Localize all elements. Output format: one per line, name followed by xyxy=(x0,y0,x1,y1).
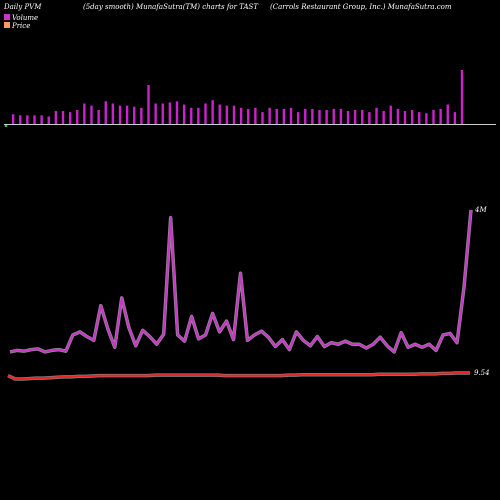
volume-bar xyxy=(47,116,50,124)
volume-bar xyxy=(26,115,29,124)
volume-bar xyxy=(339,108,343,124)
volume-bar xyxy=(311,108,314,124)
header-center: (5day smooth) MunafaSutra(TM) charts for… xyxy=(83,3,259,11)
volume-bar xyxy=(375,107,378,124)
volume-bar xyxy=(83,103,86,124)
legend-price-swatch xyxy=(4,22,10,28)
volume-bar xyxy=(61,111,65,124)
volume-bar xyxy=(254,107,257,124)
volume-bar xyxy=(33,115,36,124)
volume-bar xyxy=(111,103,115,124)
volume-bar xyxy=(204,103,207,124)
volume-bar xyxy=(453,112,457,124)
volume-bar xyxy=(296,112,300,124)
volume-bar xyxy=(389,105,392,124)
volume-bar xyxy=(304,108,307,124)
pvm-end-label: 4M xyxy=(474,206,487,214)
volume-bar xyxy=(446,104,449,124)
volume-bar xyxy=(439,108,442,124)
volume-bar xyxy=(225,105,229,124)
volume-bar xyxy=(403,111,407,124)
volume-bar xyxy=(90,105,93,124)
volume-bar xyxy=(168,102,172,124)
volume-bar xyxy=(104,101,107,124)
volume-bar xyxy=(289,107,293,124)
volume-bar xyxy=(40,115,43,124)
volume-bar xyxy=(175,101,179,124)
price-end-label: 9.54 xyxy=(474,369,490,377)
price-line xyxy=(7,372,470,380)
volume-bar xyxy=(182,104,186,124)
volume-bar xyxy=(275,108,278,124)
volume-bar xyxy=(76,109,79,124)
volume-bar xyxy=(4,124,8,127)
volume-bar xyxy=(247,108,250,124)
volume-bar xyxy=(410,109,414,124)
volume-bar xyxy=(282,108,286,124)
volume-bar xyxy=(133,106,136,124)
volume-bar xyxy=(261,112,264,124)
volume-bars xyxy=(4,70,464,127)
volume-bar xyxy=(197,107,200,124)
volume-bar xyxy=(154,103,157,124)
volume-bar xyxy=(425,113,428,124)
volume-bar xyxy=(68,112,72,124)
legend-price-label: Price xyxy=(11,22,30,30)
volume-bar xyxy=(418,112,421,124)
volume-bar xyxy=(161,103,164,124)
volume-bar xyxy=(353,109,357,124)
pvm-line-group xyxy=(9,209,473,354)
volume-bar xyxy=(97,109,100,124)
volume-bar xyxy=(211,100,214,124)
volume-bar xyxy=(368,112,371,124)
volume-bar xyxy=(268,107,271,124)
volume-bar xyxy=(19,115,22,124)
legend-volume-label: Volume xyxy=(12,14,38,22)
volume-bar xyxy=(361,109,364,124)
volume-bar xyxy=(239,107,243,124)
price-line-group xyxy=(7,371,470,381)
legend-volume-swatch xyxy=(4,14,10,20)
volume-bar xyxy=(190,107,193,124)
volume-bar xyxy=(118,105,122,124)
volume-bar xyxy=(125,105,129,124)
volume-bar xyxy=(318,109,321,124)
volume-bar xyxy=(325,109,328,124)
pvm-line xyxy=(9,209,472,353)
volume-bar xyxy=(346,111,350,124)
volume-bar xyxy=(147,85,150,124)
volume-bar xyxy=(232,105,236,124)
volume-bar xyxy=(432,109,435,124)
volume-bar xyxy=(140,107,143,124)
volume-bar xyxy=(218,104,221,124)
header-right: (Carrols Restaurant Group, Inc.) MunafaS… xyxy=(270,3,452,11)
volume-bar xyxy=(11,114,15,124)
volume-bar xyxy=(396,108,400,124)
volume-bar xyxy=(460,70,464,124)
volume-bar xyxy=(382,111,385,124)
volume-bar xyxy=(332,108,335,124)
volume-bar xyxy=(54,111,58,124)
header-left: Daily PVM xyxy=(3,3,42,11)
